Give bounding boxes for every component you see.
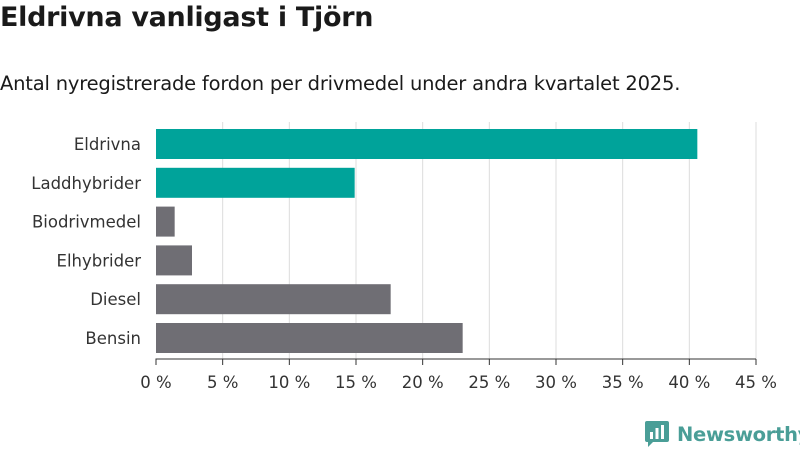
bar <box>156 167 355 198</box>
x-tick-label: 5 % <box>207 373 238 392</box>
category-labels: Eldrivna Laddhybrider Biodrivmedel Elhybrid… <box>31 135 141 348</box>
bar <box>156 323 463 353</box>
x-tick-label: 45 % <box>735 373 777 392</box>
category-label: Biodrivmedel <box>32 213 141 232</box>
x-tick-label: 35 % <box>602 373 644 392</box>
bar <box>156 245 192 276</box>
chart-title: Eldrivna vanligast i Tjörn <box>0 2 374 33</box>
category-label: Laddhybrider <box>31 174 141 193</box>
bars <box>156 129 698 353</box>
x-tick-label: 0 % <box>140 373 171 392</box>
x-tick-label: 25 % <box>468 373 510 392</box>
category-label: Elhybrider <box>57 251 142 270</box>
bar <box>156 206 175 237</box>
brand-name: Newsworthy <box>677 422 800 446</box>
x-tick-label: 20 % <box>402 373 444 392</box>
bar <box>156 284 391 315</box>
category-label: Eldrivna <box>74 135 141 154</box>
gridlines <box>222 122 757 359</box>
x-tick-label: 10 % <box>268 373 310 392</box>
newsworthy-logo-icon <box>645 421 669 447</box>
category-label: Diesel <box>90 290 141 309</box>
x-tick-label: 15 % <box>335 373 377 392</box>
chart-subtitle: Antal nyregistrerade fordon per drivmede… <box>0 72 681 95</box>
brand-logo: Newsworthy <box>644 419 800 449</box>
bar-chart: Eldrivna Laddhybrider Biodrivmedel Elhybrid… <box>31 122 777 392</box>
bar <box>156 129 698 159</box>
x-tick-label: 30 % <box>535 373 577 392</box>
x-axis: 0 % 5 % 10 % 15 % 20 % 25 % 30 % 35 % 40 % 45 % <box>140 358 777 392</box>
category-label: Bensin <box>85 329 141 348</box>
x-tick-label: 40 % <box>668 373 710 392</box>
